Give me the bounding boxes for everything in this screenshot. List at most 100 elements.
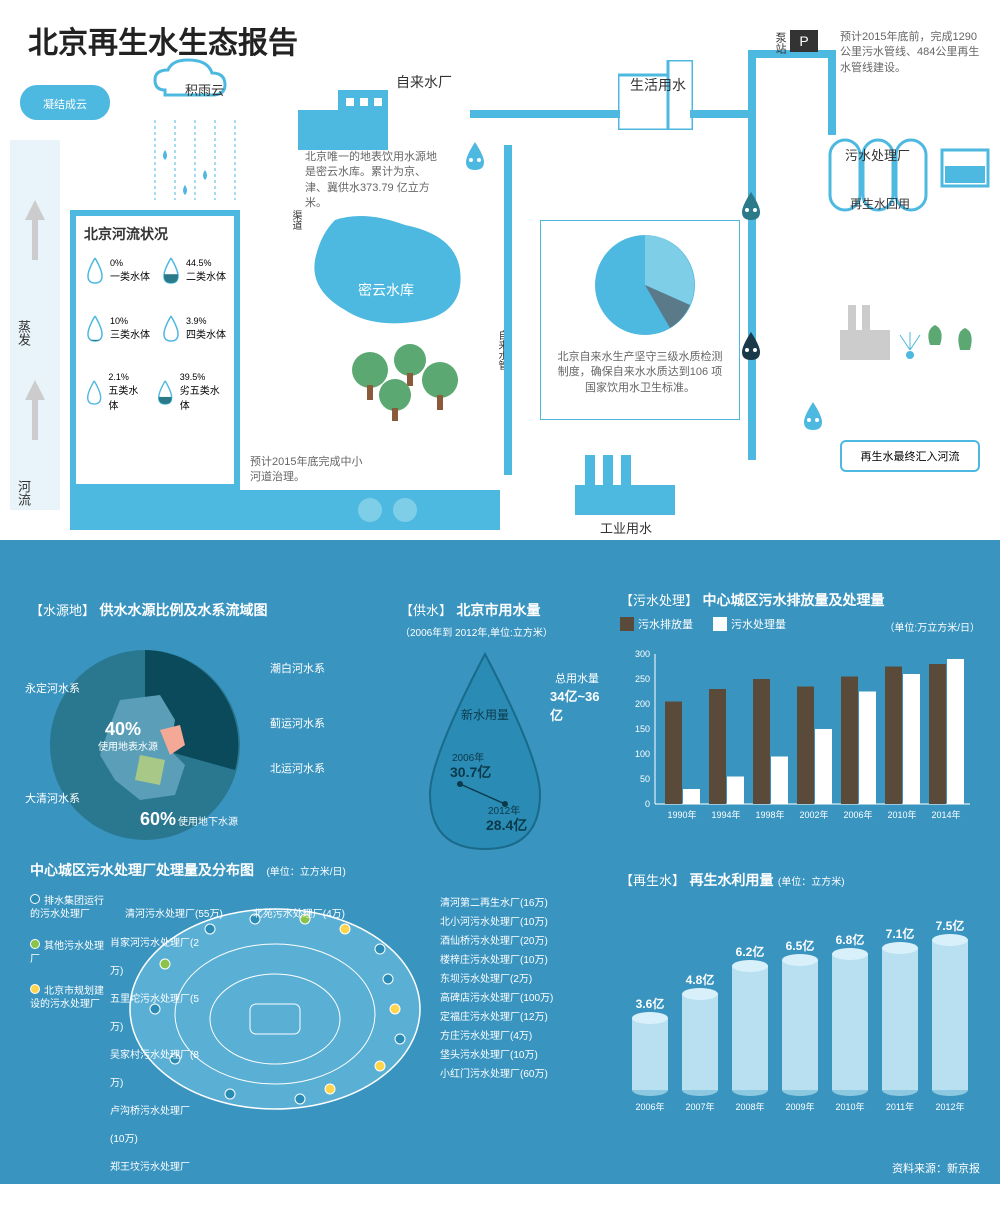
plant-label: 北苑污水处理厂(4万) bbox=[253, 905, 345, 920]
plant-label: 楼梓庄污水处理厂(10万) bbox=[440, 951, 600, 970]
total-value: 34亿~36亿 bbox=[550, 686, 600, 724]
basin-label: 潮白河水系 bbox=[270, 660, 325, 676]
plant-label: 肖家河污水处理厂(2万) bbox=[110, 930, 200, 986]
total-label: 总用水量 bbox=[555, 670, 599, 686]
plant-label: 酒仙桥污水处理厂(20万) bbox=[440, 932, 600, 951]
supply-drop-icon: 新水用量 2006年 30.7亿 2012年 28.4亿 bbox=[400, 649, 570, 859]
reservoir-label: 密云水库 bbox=[358, 280, 414, 300]
svg-text:2006年: 2006年 bbox=[635, 1101, 664, 1112]
cloud-label: 积雨云 bbox=[185, 80, 224, 99]
supply-subtitle: （2006年到 2012年,单位:立方米） bbox=[400, 624, 600, 639]
svg-text:150: 150 bbox=[635, 724, 650, 734]
svg-text:2010年: 2010年 bbox=[887, 809, 916, 820]
svg-text:0: 0 bbox=[645, 799, 650, 809]
river-label: 河流 bbox=[14, 480, 33, 506]
svg-text:2008年: 2008年 bbox=[735, 1101, 764, 1112]
svg-text:2014年: 2014年 bbox=[931, 809, 960, 820]
svg-text:40%: 40% bbox=[105, 719, 141, 739]
plant-label: 清河第二再生水厂(16万) bbox=[440, 894, 600, 913]
river-status-cell: 0%一类水体 bbox=[84, 256, 150, 284]
river-status-cell: 39.5%劣五类水体 bbox=[155, 372, 226, 412]
cylinders: 3.6亿2006年4.8亿2007年6.2亿2008年6.5亿2009年6.8亿… bbox=[620, 905, 980, 1125]
svg-text:1990年: 1990年 bbox=[667, 809, 696, 820]
plant-legend-item: 其他污水处理厂 bbox=[30, 939, 110, 966]
source-bracket: 【水源地】 bbox=[30, 603, 95, 618]
plant-label: 郑王坟污水处理厂(45万) bbox=[110, 1154, 200, 1210]
svg-text:6.2亿: 6.2亿 bbox=[736, 944, 765, 959]
plant-legend-item: 北京市规划建设的污水处理厂 bbox=[30, 984, 110, 1011]
plant-distribution-map: 中心城区污水处理厂处理量及分布图 (单位：立方米/日) 排水集团运行的污水处理厂… bbox=[30, 860, 600, 1160]
svg-text:2006年: 2006年 bbox=[843, 809, 872, 820]
plant-label: 五里坨污水处理厂(5万) bbox=[110, 986, 200, 1042]
plant-label: 垡头污水处理厂(10万) bbox=[440, 1046, 600, 1065]
plant-legend-item: 排水集团运行的污水处理厂 bbox=[30, 894, 110, 921]
pipe bbox=[748, 50, 756, 460]
pump-label: 泵站 bbox=[772, 32, 788, 54]
water-source-chart: 【水源地】 供水水源比例及水系流域图 40% 使用地表水源 60% 使用地下水源… bbox=[30, 600, 390, 900]
river-status-box: 北京河流状况 0%一类水体44.5%二类水体10%三类水体3.9%四类水体2.1… bbox=[70, 210, 240, 490]
river-status-cell: 44.5%二类水体 bbox=[160, 256, 226, 284]
pipeline-note: 预计2015年底前，完成1290 公里污水管线、484公里再生水管线建设。 bbox=[840, 30, 980, 76]
sewage-bracket: 【污水处理】 bbox=[620, 593, 698, 608]
svg-text:1998年: 1998年 bbox=[755, 809, 784, 820]
reuse-basin-icon bbox=[940, 148, 990, 188]
plant-label: 吴家村污水处理厂(8万) bbox=[110, 1042, 200, 1098]
domestic-building-icon bbox=[618, 60, 693, 130]
svg-text:2007年: 2007年 bbox=[685, 1101, 714, 1112]
svg-text:2002年: 2002年 bbox=[799, 809, 828, 820]
plant-label: 高碑店污水处理厂(100万) bbox=[440, 989, 600, 1008]
basin-label: 北运河水系 bbox=[270, 760, 325, 776]
sewage-bar-chart: 【污水处理】 中心城区污水排放量及处理量 污水排放量 污水处理量 （单位:万立方… bbox=[620, 590, 980, 820]
waterworks-label: 自来水厂 bbox=[396, 72, 452, 92]
river-status-title: 北京河流状况 bbox=[84, 224, 226, 244]
water-drop-mascot bbox=[738, 330, 764, 362]
river-treat-note: 预计2015年底完成中小河道治理。 bbox=[250, 455, 370, 486]
svg-text:200: 200 bbox=[635, 699, 650, 709]
basin-label: 蓟运河水系 bbox=[270, 715, 325, 731]
domestic-label: 生活用水 bbox=[630, 75, 686, 95]
reclaimed-cylinder-chart: 【再生水】 再生水利用量 (单位：立方米) 3.6亿2006年4.8亿2007年… bbox=[620, 870, 980, 1130]
supply-bracket: 【供水】 bbox=[400, 603, 452, 618]
river-status-cell: 10%三类水体 bbox=[84, 314, 150, 342]
river-status-cell: 3.9%四类水体 bbox=[160, 314, 226, 342]
waterworks-icon bbox=[298, 90, 388, 150]
svg-text:2006年: 2006年 bbox=[452, 751, 484, 764]
condense-cloud-icon: 凝结成云 bbox=[20, 85, 110, 135]
trees-icon bbox=[350, 340, 470, 440]
svg-text:50: 50 bbox=[640, 774, 650, 784]
industrial-label: 工业用水 bbox=[600, 518, 652, 537]
plantmap-title: 中心城区污水处理厂处理量及分布图 bbox=[30, 862, 254, 878]
sewage-plant-label: 污水处理厂 bbox=[845, 145, 910, 164]
svg-text:4.8亿: 4.8亿 bbox=[686, 972, 715, 987]
pipe bbox=[504, 145, 512, 475]
reservoir-note: 北京唯一的地表饮用水源地是密云水库。累计为京、津、冀供水373.79 亿立方米。 bbox=[305, 150, 445, 212]
svg-text:使用地表水源: 使用地表水源 bbox=[98, 740, 158, 753]
reclaimed-river-callout: 再生水最终汇入河流 bbox=[840, 440, 980, 472]
plant-label: 清河污水处理厂(55万) bbox=[125, 905, 223, 920]
evaporate-label: 蒸发 bbox=[14, 320, 33, 346]
water-supply-drop: 【供水】 北京市用水量 （2006年到 2012年,单位:立方米） 新水用量 2… bbox=[400, 600, 600, 900]
svg-text:60%: 60% bbox=[140, 809, 176, 829]
plant-label: 小红门污水处理厂(60万) bbox=[440, 1065, 600, 1084]
svg-text:300: 300 bbox=[635, 649, 650, 659]
water-drop-mascot bbox=[462, 140, 488, 172]
pie-note: 北京自来水生产坚守三级水质检测制度，确保自来水水质达到106 项国家饮用水卫生标… bbox=[555, 350, 725, 396]
svg-text:使用地下水源: 使用地下水源 bbox=[178, 815, 238, 828]
basin-label: 大清河水系 bbox=[25, 790, 80, 806]
svg-text:28.4亿: 28.4亿 bbox=[486, 817, 527, 833]
industrial-icon bbox=[575, 455, 675, 515]
irrigation-icon bbox=[830, 290, 990, 390]
plant-label: 东坝污水处理厂(2万) bbox=[440, 970, 600, 989]
water-cycle-diagram: 凝结成云 积雨云 蒸发 河流 北京河流状况 0%一类水体 44.5%二类水体 10%… bbox=[0, 0, 1000, 540]
pipe bbox=[470, 110, 620, 118]
legend-treated: 污水处理量 bbox=[713, 616, 786, 632]
reservoir-icon bbox=[305, 210, 475, 340]
svg-text:6.5亿: 6.5亿 bbox=[786, 938, 815, 953]
svg-text:30.7亿: 30.7亿 bbox=[450, 764, 491, 780]
svg-text:250: 250 bbox=[635, 674, 650, 684]
svg-text:2011年: 2011年 bbox=[886, 1101, 914, 1112]
svg-text:7.1亿: 7.1亿 bbox=[886, 926, 915, 941]
svg-text:7.5亿: 7.5亿 bbox=[936, 918, 965, 933]
svg-text:3.6亿: 3.6亿 bbox=[636, 996, 665, 1011]
plant-label: 北小河污水处理厂(10万) bbox=[440, 913, 600, 932]
